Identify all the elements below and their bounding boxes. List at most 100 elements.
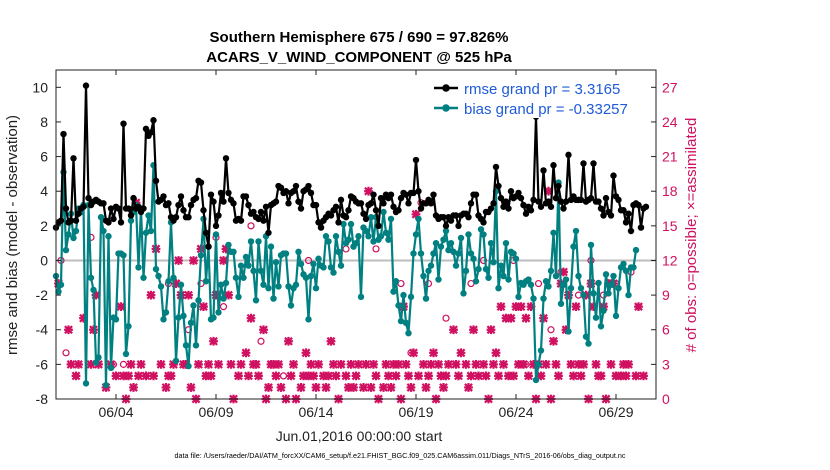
- bias-point: [165, 278, 172, 285]
- obs-assimilated-marker: [341, 371, 351, 381]
- bias-point: [415, 215, 422, 223]
- bias-point: [162, 309, 170, 316]
- bias-point: [535, 361, 542, 368]
- bias-point: [527, 281, 535, 288]
- rmse-point: [467, 200, 475, 207]
- bias-point: [400, 291, 407, 299]
- rmse-point: [395, 207, 402, 214]
- obs-assimilated-marker: [349, 383, 358, 392]
- bias-point: [467, 250, 475, 257]
- bias-point: [557, 300, 565, 307]
- bias-point: [525, 276, 532, 283]
- rmse-point: [257, 208, 265, 216]
- rmse-point: [175, 201, 182, 209]
- bias-point: [537, 347, 545, 354]
- obs-assimilated-marker: [134, 371, 143, 381]
- legend-bias-marker: [442, 104, 450, 112]
- obs-assimilated-marker: [379, 383, 388, 392]
- bias-point: [192, 342, 200, 349]
- obs-assimilated-marker: [351, 371, 361, 381]
- bias-point: [385, 236, 392, 243]
- bias-point: [570, 243, 577, 250]
- obs-assimilated-marker: [489, 359, 498, 369]
- y-tick-label: 2: [40, 218, 48, 234]
- rmse-point: [497, 194, 505, 202]
- bias-point: [120, 252, 127, 259]
- obs-assimilated-marker: [346, 359, 356, 369]
- rmse-point: [447, 217, 455, 224]
- rmse-point: [197, 179, 205, 186]
- obs-assimilated-marker: [616, 371, 626, 381]
- chart-title-line2: ACARS_V_WIND_COMPONENT @ 525 hPa: [206, 49, 512, 66]
- bias-point: [135, 264, 142, 271]
- obs-assimilated-marker: [301, 348, 311, 358]
- rmse-point: [442, 222, 450, 230]
- obs-assimilated-marker: [321, 383, 331, 392]
- obs-assimilated-marker: [111, 371, 121, 381]
- x-tick-label: 06/19: [398, 404, 433, 420]
- bias-point: [102, 381, 110, 389]
- rmse-point: [387, 191, 395, 198]
- bias-point: [472, 278, 480, 285]
- rmse-point: [307, 189, 315, 197]
- obs-assimilated-marker: [174, 256, 183, 265]
- bias-point: [195, 297, 202, 304]
- bias-point: [550, 229, 557, 236]
- obs-assimilated-marker: [541, 359, 551, 369]
- rmse-point: [607, 212, 615, 219]
- rmse-point: [560, 205, 567, 212]
- bias-point: [252, 297, 260, 304]
- legend: rmse grand pr = 3.3165 bias grand pr = -…: [430, 76, 648, 118]
- bias-point: [215, 309, 222, 316]
- bias-point: [410, 250, 417, 257]
- y-right-tick-label: 27: [662, 79, 678, 95]
- rmse-point: [472, 191, 480, 198]
- obs-assimilated-marker: [579, 359, 588, 369]
- bias-point: [347, 220, 355, 228]
- bias-point: [247, 238, 255, 245]
- bias-point: [260, 281, 267, 288]
- rmse-point: [215, 212, 222, 219]
- rmse-point: [150, 117, 157, 124]
- bias-point: [160, 316, 167, 323]
- bias-point: [417, 250, 425, 257]
- bias-point: [202, 278, 210, 285]
- bias-point: [632, 246, 640, 254]
- bias-point: [65, 231, 72, 238]
- rmse-point: [250, 208, 257, 216]
- bias-point: [412, 231, 420, 238]
- rmse-point: [272, 198, 280, 205]
- rmse-point: [105, 219, 112, 226]
- y-axis-label: rmse and bias (model - observation): [4, 115, 21, 355]
- obs-assimilated-marker: [639, 371, 648, 381]
- rmse-point: [545, 198, 552, 205]
- rmse-point: [212, 222, 220, 230]
- rmse-point: [277, 184, 285, 191]
- rmse-point: [332, 203, 340, 210]
- obs-assimilated-marker: [429, 348, 438, 358]
- obs-assimilated-marker: [64, 325, 73, 335]
- obs-assimilated-marker: [286, 371, 296, 381]
- obs-assimilated-marker: [251, 359, 261, 369]
- bias-point: [560, 281, 567, 288]
- bias-point: [610, 272, 617, 280]
- obs-assimilated-marker: [494, 371, 503, 381]
- obs-assimilated-marker: [361, 359, 371, 369]
- bias-point: [487, 239, 495, 247]
- bias-point: [107, 364, 115, 372]
- rmse-point: [292, 182, 300, 190]
- bias-point: [407, 293, 415, 301]
- bias-point: [315, 255, 322, 262]
- rmse-point: [465, 213, 472, 221]
- obs-assimilated-marker: [461, 359, 471, 369]
- y-tick-label: -8: [36, 391, 49, 407]
- rmse-point: [557, 198, 565, 205]
- rmse-point: [615, 196, 622, 204]
- bias-point: [470, 255, 477, 262]
- bias-point: [600, 307, 607, 314]
- obs-assimilated-marker: [456, 348, 466, 358]
- rmse-point: [390, 203, 397, 210]
- obs-assimilated-marker: [296, 383, 306, 392]
- bias-point: [352, 239, 360, 247]
